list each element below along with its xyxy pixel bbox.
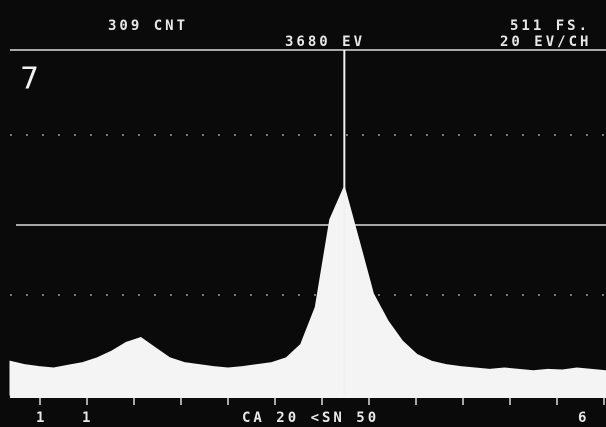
baseline-band — [10, 395, 606, 398]
page: {"chart_data": { "type": "area", "figure… — [0, 0, 606, 427]
screen: 309 CNT 3680 EV 511 FS. 20 EV/CH 7 1 1 C… — [0, 0, 606, 427]
cursor-label: 3680 EV — [285, 34, 365, 50]
bottom-label: CA 20 <SN 50 — [242, 410, 379, 426]
bottom-label: 1 — [36, 410, 47, 426]
count-label: 309 CNT — [108, 18, 188, 34]
channel-label: 20 EV/CH — [500, 34, 591, 50]
scale-label: 511 FS. — [510, 18, 590, 34]
bottom-label: 1 — [82, 410, 93, 426]
figure-label: 7 — [20, 62, 39, 97]
bottom-label: 6 — [578, 410, 589, 426]
